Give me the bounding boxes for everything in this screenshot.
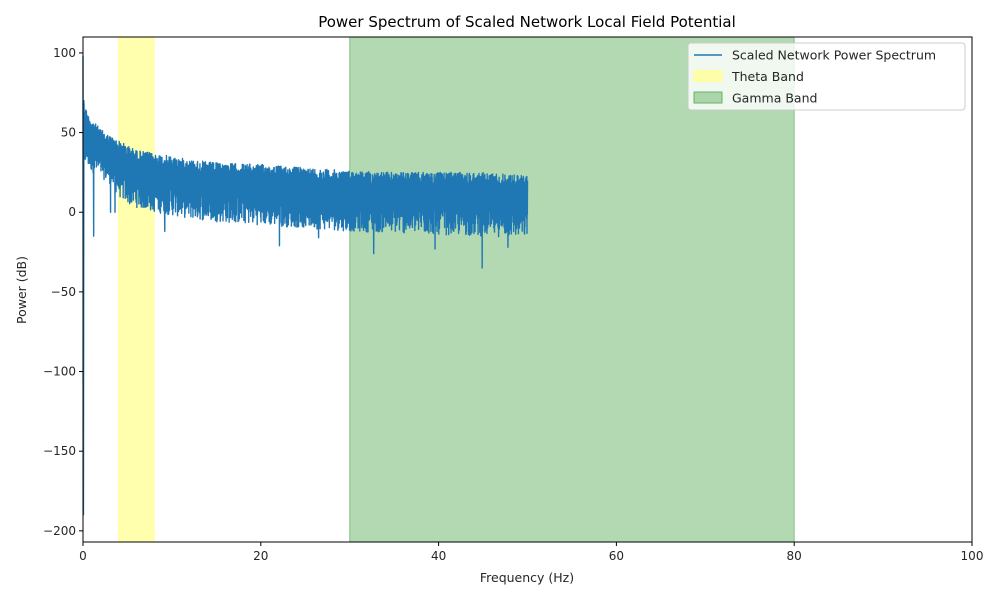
legend-label: Gamma Band	[732, 91, 817, 106]
x-tick-label: 80	[787, 549, 802, 563]
band-0	[118, 36, 155, 543]
x-axis: 0 20 40 60 80 100	[79, 542, 983, 563]
y-tick-label: 0	[68, 205, 76, 219]
y-axis-label: Power (dB)	[14, 256, 29, 324]
y-tick-label: 100	[53, 46, 76, 60]
y-tick-label: −100	[43, 365, 76, 379]
legend: Scaled Network Power Spectrum Theta Band G…	[687, 42, 966, 111]
x-tick-label: 0	[79, 549, 87, 563]
y-tick-label: −150	[43, 444, 76, 458]
x-tick-label: 40	[431, 549, 446, 563]
x-tick-label: 20	[253, 549, 268, 563]
axes-frame	[82, 36, 973, 543]
band-1	[349, 36, 795, 543]
x-tick-label: 60	[609, 549, 624, 563]
legend-swatch-patch	[693, 70, 723, 82]
y-axis: 100 50 0 −50 −100 −150 −200	[43, 46, 83, 538]
x-axis-label: Frequency (Hz)	[480, 570, 574, 585]
legend-box	[687, 42, 966, 111]
legend-swatch-patch	[693, 91, 723, 104]
legend-label: Scaled Network Power Spectrum	[732, 48, 936, 63]
legend-label: Theta Band	[731, 69, 804, 84]
y-tick-label: 50	[61, 126, 76, 140]
y-tick-label: −50	[51, 285, 76, 299]
series-line	[82, 56, 529, 516]
y-tick-label: −200	[43, 524, 76, 538]
x-tick-label: 100	[961, 549, 984, 563]
chart-title: Power Spectrum of Scaled Network Local F…	[318, 13, 736, 31]
series-layer	[82, 56, 529, 516]
